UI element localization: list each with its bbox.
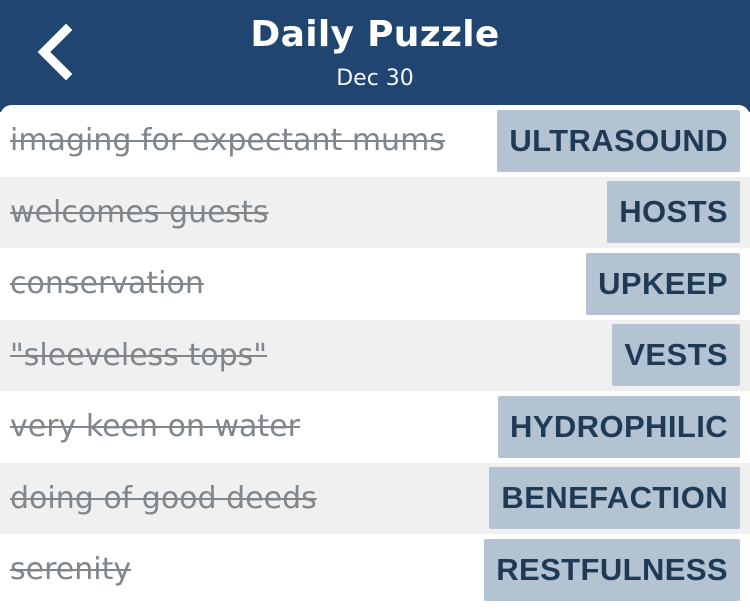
list-item[interactable]: welcomes guests HOSTS [0,176,750,248]
list-item[interactable]: serenity RESTFULNESS [0,534,750,606]
clue-text: welcomes guests [10,194,269,230]
clue-text: "sleeveless tops" [10,337,268,373]
answer-badge[interactable]: ULTRASOUND [497,109,740,172]
clue-text: very keen on water [10,409,300,445]
clue-text: serenity [10,552,132,588]
answer-badge[interactable]: BENEFACTION [489,467,740,530]
back-button[interactable] [24,22,84,82]
page-title: Daily Puzzle [250,14,500,55]
answer-badge[interactable]: HYDROPHILIC [498,395,740,458]
list-item[interactable]: doing of good deeds BENEFACTION [0,462,750,534]
list-item[interactable]: imaging for expectant mums ULTRASOUND [0,105,750,177]
list-item[interactable]: very keen on water HYDROPHILIC [0,391,750,463]
clue-text: conservation [10,266,204,302]
answer-badge[interactable]: UPKEEP [586,252,740,315]
clue-answer-list: imaging for expectant mums ULTRASOUND we… [0,105,750,610]
puzzle-date: Dec 30 [336,66,414,91]
answer-badge[interactable]: VESTS [612,324,740,387]
clue-text: doing of good deeds [10,480,317,516]
clue-text: imaging for expectant mums [10,123,445,159]
answer-badge[interactable]: HOSTS [607,181,740,244]
header-bar: Daily Puzzle Dec 30 [0,0,750,112]
chevron-left-icon [37,24,73,80]
list-item[interactable]: conservation UPKEEP [0,248,750,320]
answer-badge[interactable]: RESTFULNESS [484,538,740,601]
list-item[interactable]: "sleeveless tops" VESTS [0,319,750,391]
